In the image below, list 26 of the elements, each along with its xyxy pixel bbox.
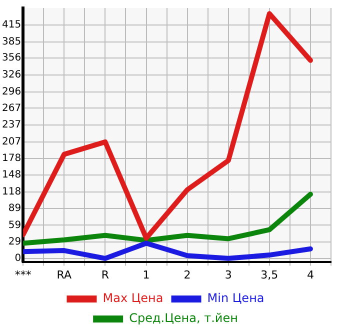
y-tick-label: 267 [2,102,22,114]
y-tick-label: 207 [2,136,22,148]
y-tick-label: 0 [14,253,22,264]
x-tick-label: 4 [306,268,314,282]
y-tick-label: 415 [2,19,22,30]
legend-label: Min Цена [207,291,264,306]
x-tick-label: 2 [184,268,191,282]
y-tick-label: 118 [2,186,22,198]
x-tick-label: R [101,268,110,282]
x-tick-label: 3,5 [260,268,278,282]
legend-label: Max Цена [102,291,164,306]
y-tick-label: 178 [2,152,22,164]
x-tick-label: RA [56,268,72,282]
legend-label: Сред.Цена, т.йен [129,311,238,326]
x-tick-label: 3 [224,268,232,282]
x-tick-label: 1 [142,268,150,282]
x-tick-label: *** [14,268,32,282]
y-tick-label: 89 [8,202,22,214]
y-tick-label: 385 [2,36,22,48]
y-tick-label: 326 [2,70,22,81]
y-tick-label: 237 [2,120,22,131]
y-tick-label: 356 [2,52,22,64]
y-tick-label: 148 [2,170,22,181]
y-tick-label: 29 [8,236,22,248]
y-tick-label: 59 [8,220,22,231]
y-tick-label: 296 [2,86,22,98]
